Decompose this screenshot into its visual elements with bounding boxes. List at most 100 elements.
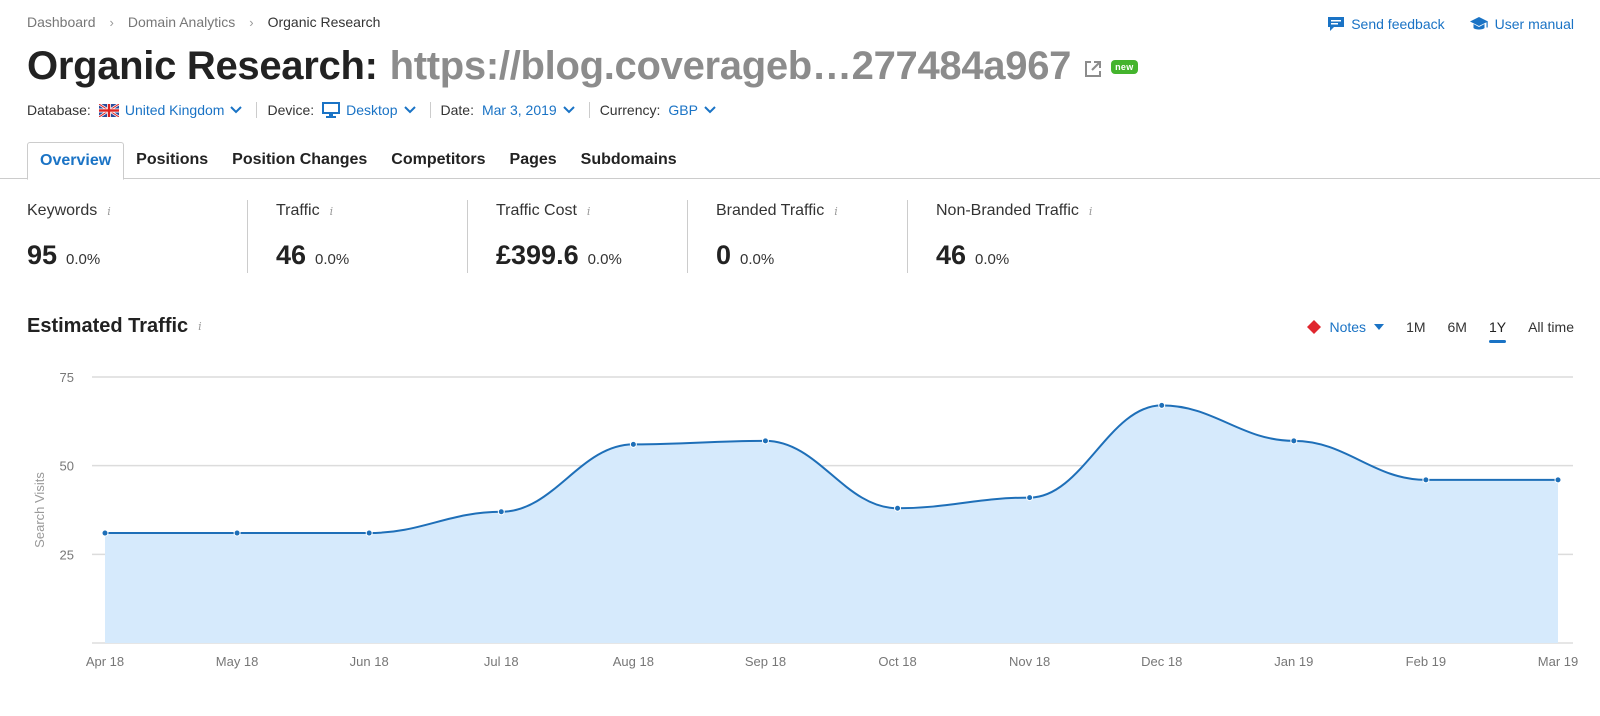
x-tick-label: Aug 18 [613,654,654,669]
metrics-row: Keywords i 95 0.0% Traffic i 46 0.0% Traffic… [27,200,1127,273]
chart-controls: Notes 1M 6M 1Y All time [1307,311,1574,343]
y-tick-label: 50 [60,459,74,474]
breadcrumb-organic-research: Organic Research [267,14,381,30]
x-tick-label: Mar 19 [1538,654,1578,669]
chevron-right-icon: › [109,14,114,30]
tab-pages[interactable]: Pages [509,151,557,168]
metric-value[interactable]: £399.6 [496,240,579,270]
device-filter: Device: Desktop [267,102,431,118]
metric-value[interactable]: 46 [276,240,307,270]
data-point [1158,401,1166,409]
chat-bubble-icon [1328,17,1345,31]
metric-label: Traffic Cost [496,202,577,219]
metric-label: Traffic [276,202,320,219]
chart-title: Estimated Traffic i [27,315,202,338]
send-feedback-link[interactable]: Send feedback [1327,16,1445,32]
y-tick-label: 75 [60,370,74,385]
info-icon[interactable]: i [1088,204,1093,218]
estimated-traffic-chart: 25 50 75 Apr 18 May 18 Jun 18 Jul 18 Aug 18 Sep … [0,360,1600,690]
device-filter-label: Device: [267,102,315,118]
caret-down-icon [1374,324,1385,330]
chart-title-text: Estimated Traffic [27,315,189,337]
x-tick-label: Sep 18 [745,654,786,669]
info-icon[interactable]: i [107,204,111,218]
external-link-icon[interactable] [1083,44,1103,89]
desktop-icon [322,102,341,118]
x-tick-label: Jul 18 [484,654,519,669]
metric-value[interactable]: 46 [936,240,967,270]
info-icon[interactable]: i [834,204,838,218]
notes-label: Notes [1329,319,1367,335]
metric-change: 0.0% [315,251,350,268]
user-manual-link[interactable]: User manual [1469,16,1574,32]
breadcrumb-domain-analytics[interactable]: Domain Analytics [127,14,236,30]
currency-select[interactable]: GBP [668,102,716,118]
metric-traffic: Traffic i 46 0.0% [247,200,467,273]
tab-competitors[interactable]: Competitors [391,151,486,168]
metric-value[interactable]: 95 [27,240,58,270]
user-manual-label: User manual [1494,16,1574,32]
range-all-time[interactable]: All time [1528,319,1574,335]
date-select[interactable]: Mar 3, 2019 [482,102,575,118]
database-filter-label: Database: [27,102,91,118]
currency-value: GBP [668,102,698,118]
x-tick-label: May 18 [216,654,259,669]
notes-dropdown[interactable]: Notes [1307,319,1385,335]
y-tick-label: 25 [60,547,74,562]
metric-label: Branded Traffic [716,202,825,219]
info-icon[interactable]: i [198,320,202,333]
data-point [233,529,241,537]
data-point [101,529,109,537]
database-select[interactable]: United Kingdom [98,102,243,118]
data-point [365,529,373,537]
currency-filter: Currency: GBP [600,102,730,118]
page-title: Organic Research: https://blog.coverageb… [27,44,1138,89]
device-value: Desktop [346,102,398,118]
x-tick-label: Dec 18 [1141,654,1182,669]
metric-non-branded-traffic: Non-Branded Traffic i 46 0.0% [907,200,1127,273]
page-title-prefix: Organic Research: [27,44,378,88]
currency-filter-label: Currency: [599,102,661,118]
device-select[interactable]: Desktop [322,102,416,118]
metric-change: 0.0% [66,251,101,268]
metric-value[interactable]: 0 [716,240,732,270]
data-point [497,508,505,516]
metric-branded-traffic: Branded Traffic i 0 0.0% [687,200,907,273]
diamond-icon [1307,320,1322,334]
send-feedback-label: Send feedback [1351,16,1445,32]
series-area [105,405,1558,643]
data-point [894,504,902,512]
tab-subdomains[interactable]: Subdomains [580,151,677,168]
tab-overview[interactable]: Overview [27,142,125,180]
x-tick-label: Feb 19 [1406,654,1446,669]
uk-flag-icon [98,103,119,117]
database-value: United Kingdom [124,102,225,118]
metric-keywords: Keywords i 95 0.0% [27,200,247,273]
tab-positions[interactable]: Positions [136,151,209,168]
traffic-chart-svg: 25 50 75 Apr 18 May 18 Jun 18 Jul 18 Aug 18 Sep … [32,370,1578,669]
range-1m[interactable]: 1M [1406,319,1426,335]
breadcrumb-dashboard[interactable]: Dashboard [27,14,96,30]
header-links: Send feedback User manual [1327,16,1574,32]
tab-position-changes[interactable]: Position Changes [232,151,368,168]
info-icon[interactable]: i [329,204,334,218]
data-point [761,437,769,445]
page-title-domain: https://blog.coverageb…277484a967 [389,44,1072,88]
info-icon[interactable]: i [586,204,591,218]
data-point [1026,494,1034,502]
breadcrumb: Dashboard › Domain Analytics › Organic R… [27,14,380,30]
date-filter: Date: Mar 3, 2019 [441,102,590,118]
metric-change: 0.0% [740,251,775,268]
database-filter: Database: United Kingdom [27,102,258,118]
chevron-right-icon: › [249,14,254,30]
data-point [1554,476,1562,484]
range-1y[interactable]: 1Y [1488,319,1507,343]
date-value: Mar 3, 2019 [481,102,557,118]
date-filter-label: Date: [440,102,474,118]
range-6m[interactable]: 6M [1447,319,1467,335]
chevron-down-icon [230,106,243,114]
metric-change: 0.0% [975,251,1010,268]
x-tick-label: Apr 18 [86,654,124,669]
x-tick-label: Oct 18 [878,654,916,669]
data-point [629,440,637,448]
